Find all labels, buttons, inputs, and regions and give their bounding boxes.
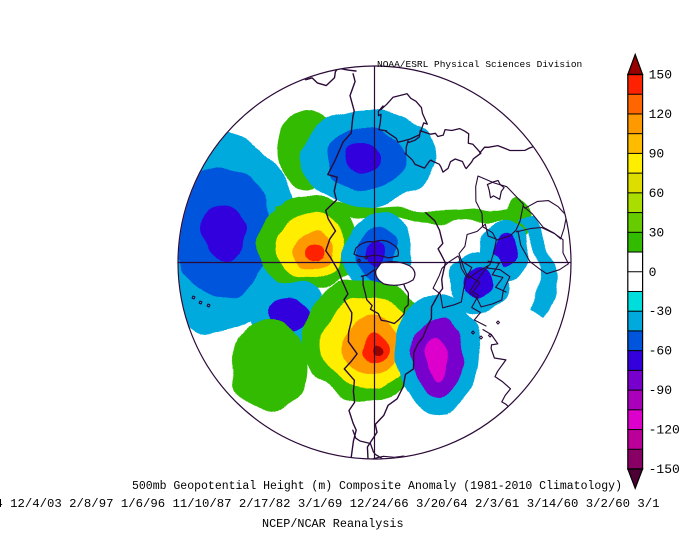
svg-text:60: 60 — [649, 186, 665, 201]
svg-text:-120: -120 — [649, 423, 680, 438]
svg-text:-150: -150 — [649, 462, 680, 477]
svg-text:120: 120 — [649, 107, 672, 122]
svg-text:14 12/4/03 2/8/97 1/6/96 11/10: 14 12/4/03 2/8/97 1/6/96 11/10/87 2/17/8… — [0, 497, 660, 511]
svg-text:-30: -30 — [649, 304, 672, 319]
svg-text:30: 30 — [649, 225, 665, 240]
svg-text:NCEP/NCAR Reanalysis: NCEP/NCAR Reanalysis — [262, 517, 404, 531]
svg-text:500mb Geopotential Height (: 500mb Geopotential Height (m) Composite … — [132, 480, 622, 493]
svg-text:-60: -60 — [649, 344, 672, 359]
svg-text:-90: -90 — [649, 383, 672, 398]
svg-text:NOAA/ESRL Physical Sciences: NOAA/ESRL Physical Sciences Division — [377, 59, 582, 70]
svg-text:0: 0 — [649, 265, 657, 280]
svg-text:90: 90 — [649, 146, 665, 161]
svg-text:150: 150 — [649, 68, 672, 83]
